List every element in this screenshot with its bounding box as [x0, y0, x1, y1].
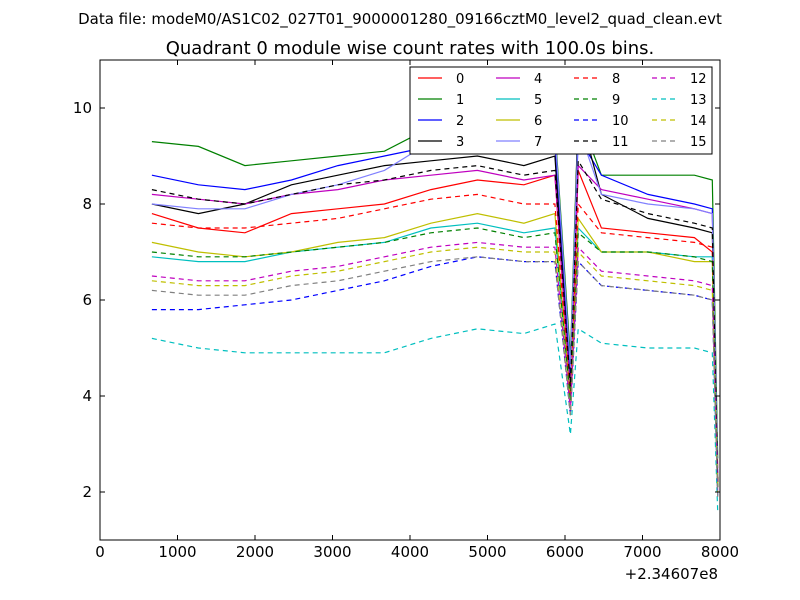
series-line-8 [151, 193, 719, 483]
legend-label-9: 9 [612, 93, 620, 108]
legend-label-12: 12 [690, 72, 707, 87]
plot-frame [99, 59, 721, 541]
series-line-14 [151, 246, 719, 493]
y-tick-label: 6 [82, 291, 92, 309]
legend-label-5: 5 [534, 93, 542, 108]
legend-label-8: 8 [612, 72, 620, 87]
series-line-4 [151, 164, 719, 478]
legend-label-0: 0 [456, 72, 464, 87]
x-tick-label: 3000 [313, 543, 351, 561]
series-line-12 [151, 241, 719, 493]
x-tick-label: 5000 [468, 543, 506, 561]
series-line-0 [151, 170, 719, 469]
legend-label-3: 3 [456, 135, 464, 150]
x-tick-label: 6000 [546, 543, 584, 561]
legend-label-2: 2 [456, 114, 464, 129]
legend-box [409, 66, 713, 155]
x-tick-label: 7000 [623, 543, 661, 561]
legend-label-6: 6 [534, 114, 542, 129]
legend-label-1: 1 [456, 93, 464, 108]
y-tick-label: 10 [73, 99, 92, 117]
legend-label-15: 15 [690, 135, 707, 150]
y-tick-label: 4 [82, 387, 92, 405]
series-line-15 [151, 256, 719, 497]
x-tick-label: 1000 [158, 543, 196, 561]
legend-label-13: 13 [690, 93, 707, 108]
series-line-5 [151, 222, 719, 483]
x-tick-label: 8000 [701, 543, 739, 561]
chart-title: Quadrant 0 module wise count rates with … [166, 38, 655, 59]
legend-label-4: 4 [534, 72, 542, 87]
y-tick-label: 8 [82, 195, 92, 213]
legend-label-10: 10 [612, 114, 629, 129]
x-offset-label: +2.34607e8 [625, 565, 718, 583]
legend-label-14: 14 [690, 114, 707, 129]
series-line-3 [151, 107, 719, 488]
x-tick-label: 2000 [236, 543, 274, 561]
legend-label-7: 7 [534, 135, 542, 150]
x-tick-label: 4000 [391, 543, 429, 561]
series-line-6 [151, 212, 719, 483]
y-tick-label: 2 [82, 483, 92, 501]
x-tick-label: 0 [95, 543, 105, 561]
data-file-label: Data file: modeM0/AS1C02_027T01_90000012… [78, 10, 722, 29]
legend-label-11: 11 [612, 135, 629, 150]
